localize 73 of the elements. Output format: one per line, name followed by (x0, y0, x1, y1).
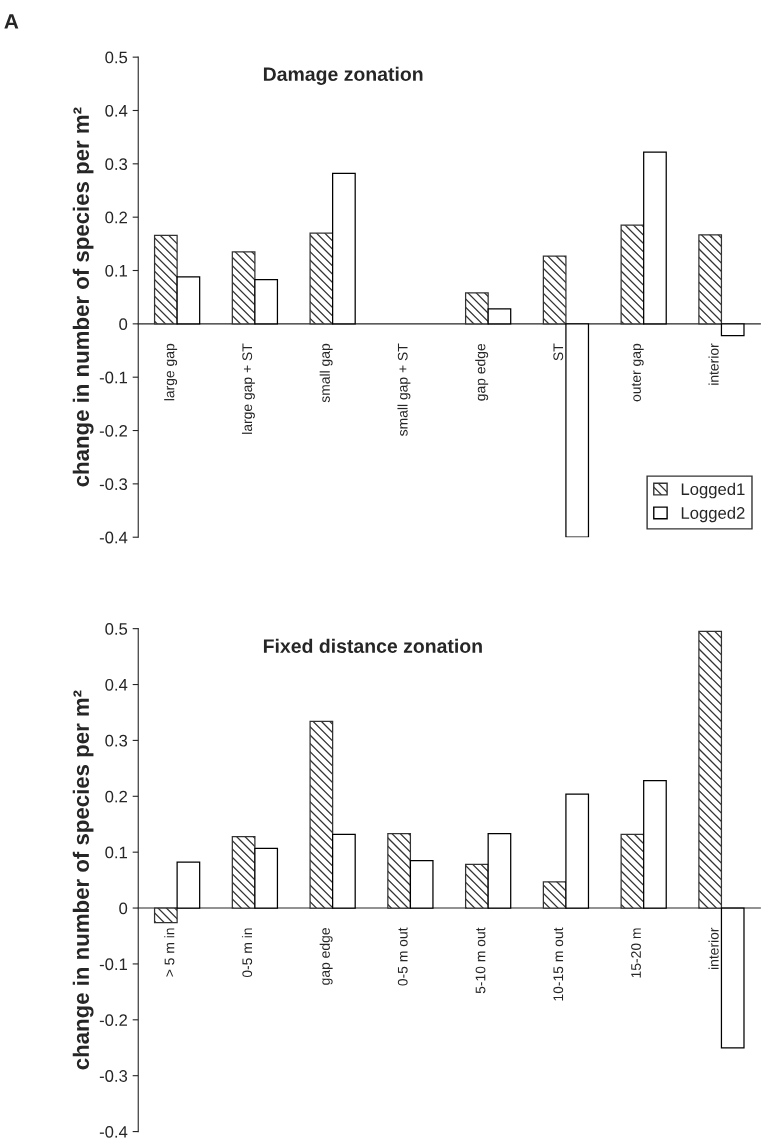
chart-title: Damage zonation (263, 66, 423, 85)
bar (643, 151, 667, 325)
bar (542, 255, 567, 325)
x-tick-label: 0-5 m in (241, 928, 253, 978)
bar (643, 780, 667, 909)
bar (720, 907, 745, 1049)
bar (176, 276, 201, 325)
x-tick-label: 10-15 m out (553, 927, 564, 1001)
y-axis-title: change in number of species per m² (72, 690, 94, 1070)
bar (231, 835, 256, 909)
bar (464, 863, 489, 909)
x-tick-label: > 5 m in (164, 928, 175, 977)
bar (254, 847, 279, 909)
x-tick-label: 5-10 m out (475, 927, 486, 994)
x-tick-label: outer gap (631, 343, 644, 402)
bar (231, 251, 256, 325)
bar (620, 833, 645, 909)
x-tick-label: large gap + ST (241, 343, 255, 434)
y-tick-label: -0.2 (99, 424, 127, 437)
y-tick-label: -0.4 (99, 531, 128, 544)
legend-label: Logged1 (681, 482, 745, 499)
bar (565, 323, 590, 538)
y-tick-label: -0.3 (99, 1070, 128, 1082)
y-tick-label: -0.1 (99, 371, 128, 384)
bar (698, 630, 723, 909)
bar (620, 224, 645, 325)
y-tick-label: 0.5 (105, 51, 128, 64)
y-tick-label: 0.3 (105, 158, 128, 171)
x-tick-label: small gap + ST (397, 343, 411, 436)
bar (409, 859, 434, 909)
bar (153, 907, 178, 924)
y-tick-label: -0.3 (99, 478, 128, 491)
bar (153, 234, 178, 325)
bar (698, 234, 723, 325)
y-tick-label: 0.3 (105, 734, 128, 747)
bar (487, 833, 512, 909)
text: A (4, 14, 19, 29)
bar (332, 172, 356, 325)
bar (176, 861, 201, 909)
y-tick-label: 0 (119, 902, 128, 915)
bar (542, 881, 567, 909)
y-tick-label: 0.4 (105, 678, 128, 691)
bar (720, 323, 745, 337)
y-tick-label: 0.2 (105, 790, 127, 803)
y-tick-label: -0.4 (99, 1125, 128, 1138)
bar (254, 278, 279, 325)
bar (309, 720, 334, 909)
bar (487, 308, 512, 325)
x-tick-label: large gap (164, 343, 178, 401)
x-tick-label: gap edge (319, 928, 333, 985)
legend-label: Logged2 (681, 506, 745, 523)
x-tick-label: ST (553, 343, 564, 361)
x-tick-label: 0-5 m out (397, 927, 408, 986)
chart-title: Fixed distance zonation (263, 638, 482, 653)
x-tick-label: interior (708, 927, 719, 970)
x-tick-label: gap edge (475, 343, 489, 401)
x-tick-label: small gap (319, 343, 333, 403)
y-tick-label: 0.4 (105, 104, 128, 117)
bar (565, 793, 590, 909)
y-tick-label: -0.1 (99, 958, 128, 971)
y-tick-label: 0.5 (105, 623, 128, 635)
y-tick-label: 0 (119, 318, 128, 331)
y-tick-label: 0.1 (105, 264, 128, 277)
y-tick-label: 0.1 (105, 846, 128, 859)
x-tick-label: interior (708, 343, 719, 385)
bar (332, 833, 356, 909)
bar (309, 232, 334, 325)
bar (464, 292, 489, 325)
y-axis-title: change in number of species per m² (72, 107, 94, 487)
x-tick-label: 15-20 m (631, 928, 641, 978)
y-tick-label: -0.2 (99, 1014, 127, 1027)
y-tick-label: 0.2 (105, 211, 127, 224)
bar (387, 833, 412, 909)
